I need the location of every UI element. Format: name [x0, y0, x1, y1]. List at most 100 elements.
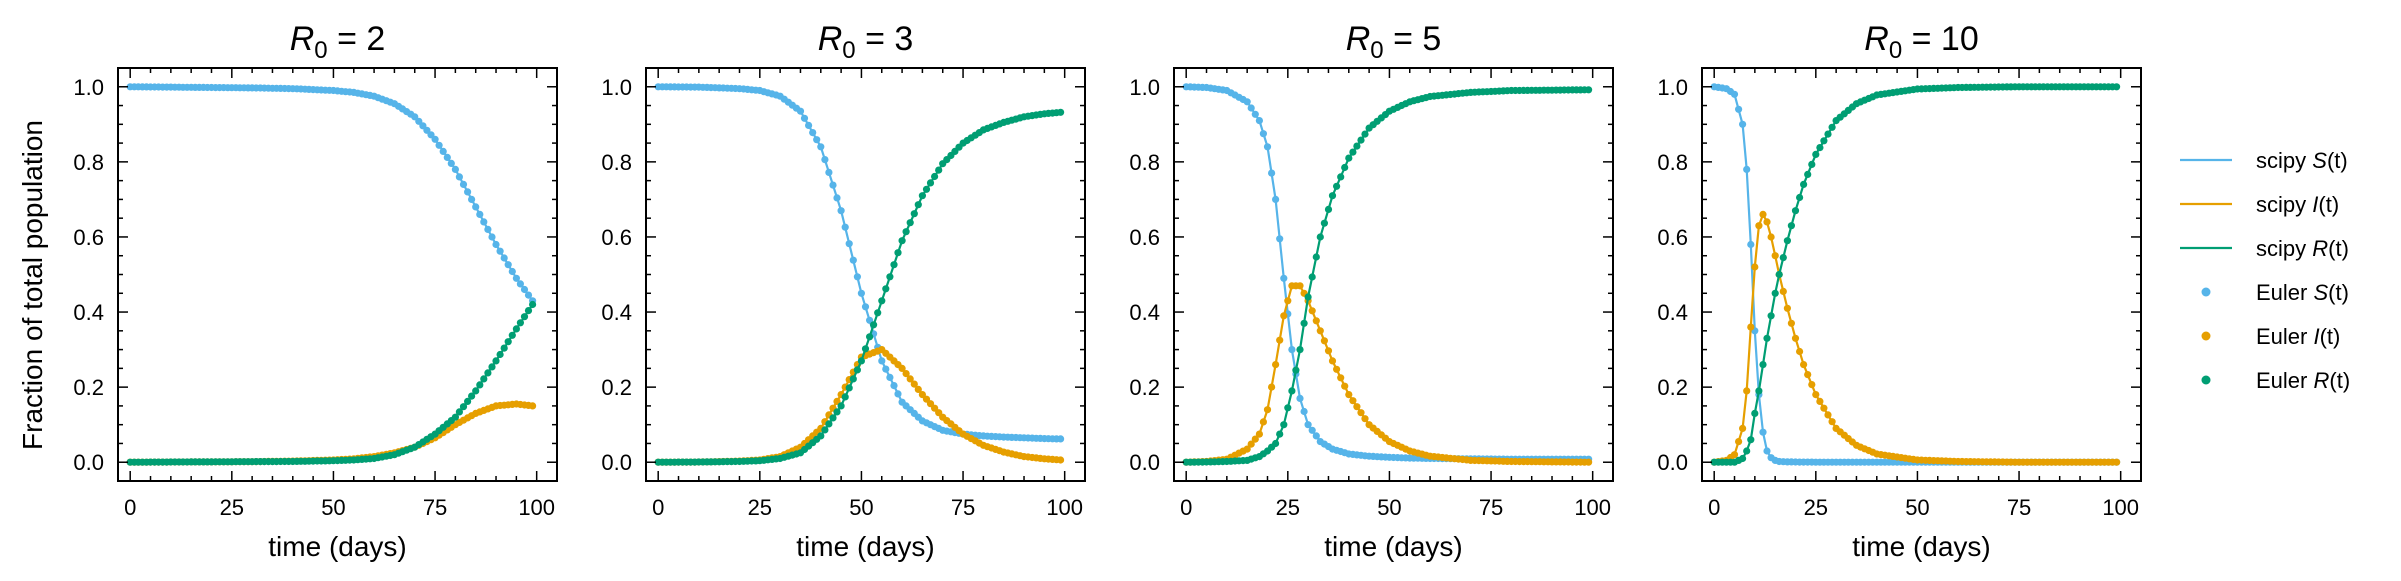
x-tick-label: 100 — [2102, 495, 2139, 520]
euler-point — [1251, 110, 1259, 118]
euler-point — [443, 153, 451, 161]
euler-point — [480, 375, 488, 383]
x-tick-label: 50 — [849, 495, 873, 520]
euler-point — [1304, 421, 1312, 429]
euler-point — [890, 261, 898, 269]
euler-point — [1324, 347, 1333, 355]
euler-point — [1308, 273, 1316, 281]
euler-point — [918, 391, 927, 399]
euler-point — [1755, 222, 1763, 230]
euler-point — [906, 219, 914, 227]
euler-point — [504, 338, 512, 346]
euler-point — [1296, 394, 1304, 402]
euler-point — [484, 225, 492, 233]
euler-point — [1755, 387, 1763, 395]
euler-point — [1739, 454, 1747, 463]
euler-point — [1361, 130, 1369, 138]
euler-point — [529, 300, 537, 309]
euler-point — [825, 420, 833, 428]
euler-point — [829, 181, 837, 189]
euler-point — [1276, 235, 1284, 243]
euler-point — [821, 426, 829, 434]
euler-point — [1824, 130, 1832, 138]
y-tick-label: 0.8 — [1129, 150, 1160, 175]
euler-point — [1296, 282, 1304, 290]
euler-point — [861, 303, 870, 311]
y-tick-label: 0.6 — [1129, 225, 1160, 250]
euler-point — [1308, 426, 1316, 434]
y-tick-label: 0.6 — [601, 225, 632, 250]
euler-point — [1820, 404, 1828, 412]
euler-point — [476, 210, 484, 218]
euler-point — [898, 364, 906, 372]
euler-point — [833, 408, 841, 416]
euler-point — [1739, 120, 1747, 128]
euler-point — [1763, 218, 1771, 226]
euler-point — [496, 350, 504, 359]
euler-point — [922, 185, 931, 193]
x-tick-label: 0 — [1708, 495, 1720, 520]
euler-point — [1804, 371, 1812, 379]
euler-point — [853, 273, 862, 281]
euler-point — [1300, 319, 1308, 327]
euler-point — [1820, 137, 1828, 145]
euler-point — [1312, 317, 1320, 325]
panel-2: R0 = 5 0 25 50 75 100 0.0 0.2 0.4 0.6 0.8 1.0 time (… — [1129, 20, 1614, 562]
euler-point — [439, 147, 447, 155]
x-tick-label: 0 — [652, 495, 664, 520]
euler-point — [821, 156, 829, 164]
euler-point — [1296, 346, 1304, 354]
legend-entry: Euler R(t) — [2201, 368, 2350, 393]
euler-point — [1800, 361, 1808, 369]
euler-point — [1272, 195, 1280, 203]
euler-point — [1791, 334, 1800, 342]
series-line-R(t) — [130, 303, 534, 464]
series-I(t) — [1182, 282, 1593, 466]
euler-point — [1345, 154, 1353, 162]
euler-point — [1730, 451, 1739, 459]
euler-point — [1808, 160, 1816, 168]
euler-point — [841, 393, 849, 401]
euler-point — [1251, 435, 1259, 443]
x-tick-label: 50 — [1377, 495, 1401, 520]
panel-3: R0 = 10 0 25 50 75 100 0.0 0.2 0.4 0.6 0.8 1.0 time … — [1657, 20, 2142, 562]
euler-point — [845, 240, 853, 248]
svg-text:scipy R(t): scipy R(t) — [2256, 236, 2349, 261]
x-tick-label: 25 — [220, 495, 244, 520]
euler-point — [1739, 424, 1747, 432]
euler-point — [1357, 409, 1365, 417]
euler-point — [451, 165, 459, 173]
euler-point — [1787, 222, 1795, 230]
euler-point — [841, 223, 849, 231]
euler-point — [1743, 447, 1751, 455]
euler-point — [825, 168, 833, 176]
axes-frame — [1173, 67, 1614, 482]
euler-point — [516, 319, 525, 327]
euler-point — [1585, 86, 1593, 94]
svg-text:Euler R(t): Euler R(t) — [2256, 368, 2350, 393]
euler-point — [1243, 445, 1251, 453]
euler-point — [524, 307, 533, 315]
euler-point — [1735, 105, 1743, 113]
euler-point — [1779, 254, 1787, 262]
euler-point — [874, 309, 882, 317]
x-tick-label: 0 — [124, 495, 136, 520]
euler-point — [512, 325, 521, 333]
euler-point — [1345, 391, 1353, 399]
legend-entry: scipy S(t) — [2180, 148, 2348, 173]
euler-point — [496, 247, 504, 255]
legend-entry: scipy I(t) — [2180, 192, 2339, 217]
euler-point — [508, 331, 516, 339]
euler-point — [861, 345, 870, 353]
euler-point — [1751, 409, 1759, 417]
euler-point — [1337, 173, 1345, 181]
euler-point — [1272, 361, 1280, 369]
euler-point — [472, 203, 480, 211]
y-tick-label: 1.0 — [73, 75, 104, 100]
euler-point — [805, 121, 813, 129]
euler-point — [464, 397, 472, 405]
euler-point — [1783, 304, 1791, 312]
euler-point — [849, 375, 857, 383]
panel-title: R0 = 2 — [290, 20, 386, 64]
